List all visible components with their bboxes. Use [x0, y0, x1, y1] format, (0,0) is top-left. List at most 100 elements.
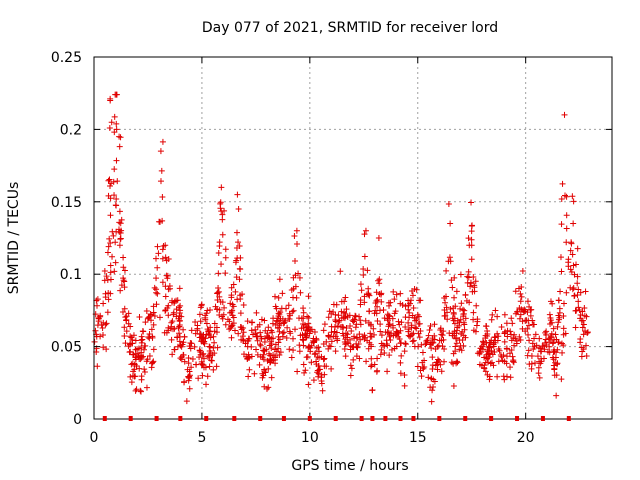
data-point — [425, 332, 432, 339]
data-point — [150, 309, 157, 316]
data-point — [368, 362, 375, 369]
data-point — [449, 332, 456, 339]
data-point — [304, 313, 311, 320]
data-point — [273, 305, 280, 312]
data-point — [292, 258, 299, 265]
data-point — [483, 323, 490, 330]
data-point — [113, 196, 120, 202]
data-point — [121, 333, 128, 340]
baseline-marker — [359, 416, 364, 421]
data-point — [481, 362, 488, 369]
data-point — [218, 261, 225, 268]
data-point — [107, 240, 114, 247]
data-point — [334, 323, 341, 330]
data-point — [210, 366, 217, 373]
data-point — [482, 334, 489, 341]
data-point — [145, 334, 152, 341]
data-point — [549, 300, 556, 307]
data-point — [290, 335, 297, 342]
data-point — [362, 334, 369, 341]
data-point — [122, 340, 129, 347]
baseline-markers — [102, 416, 571, 421]
data-point — [542, 339, 549, 346]
data-point — [234, 191, 241, 198]
data-point — [381, 315, 388, 322]
data-point — [378, 291, 385, 298]
data-point — [538, 355, 545, 362]
data-point — [239, 336, 246, 343]
data-point — [161, 329, 168, 336]
data-point — [311, 351, 318, 358]
data-point — [555, 319, 562, 326]
data-point — [275, 345, 282, 352]
x-tick-label: 10 — [301, 430, 319, 446]
data-point — [572, 307, 579, 314]
data-point — [568, 269, 575, 276]
data-point — [441, 294, 448, 301]
data-point — [390, 288, 397, 295]
data-point — [484, 347, 491, 354]
data-point — [222, 270, 229, 277]
data-point — [139, 328, 146, 335]
data-point — [577, 312, 584, 319]
data-point — [555, 297, 562, 304]
data-point — [461, 307, 468, 314]
data-point — [406, 314, 413, 321]
data-point — [127, 348, 134, 355]
data-point — [111, 268, 118, 275]
data-point — [357, 336, 364, 343]
data-point — [448, 359, 455, 366]
data-point — [378, 298, 385, 305]
data-point — [236, 265, 243, 272]
data-point — [186, 375, 193, 382]
data-point — [128, 361, 135, 368]
data-point — [228, 323, 235, 330]
x-axis-ticks: 0 5 10 15 20 — [90, 57, 535, 446]
data-point — [361, 253, 368, 260]
data-point — [211, 328, 218, 335]
data-point — [159, 138, 166, 145]
data-point — [186, 372, 193, 379]
data-point — [165, 324, 172, 331]
data-point — [446, 254, 453, 261]
data-point — [456, 337, 463, 344]
data-point — [567, 284, 574, 291]
data-point — [456, 322, 463, 329]
data-point — [570, 198, 577, 205]
data-point — [230, 320, 237, 327]
data-point — [142, 342, 149, 349]
data-point — [153, 289, 160, 296]
data-point — [517, 311, 524, 318]
baseline-marker — [566, 416, 571, 421]
data-point — [457, 342, 464, 349]
data-point — [519, 318, 526, 325]
data-point — [171, 346, 178, 353]
data-point — [537, 345, 544, 352]
data-point — [381, 350, 388, 357]
data-point — [122, 314, 129, 321]
data-point — [300, 324, 307, 331]
data-point — [112, 239, 119, 246]
baseline-marker — [370, 416, 375, 421]
data-point — [517, 298, 524, 305]
data-point — [353, 343, 360, 350]
data-point — [342, 353, 349, 360]
baseline-marker — [232, 416, 237, 421]
data-point — [560, 312, 567, 319]
data-point — [353, 334, 360, 341]
data-point — [351, 317, 358, 324]
data-point — [486, 339, 493, 346]
data-point — [185, 355, 192, 362]
data-point — [533, 342, 540, 349]
data-point — [468, 236, 475, 243]
data-point — [268, 357, 275, 364]
data-point — [580, 346, 587, 353]
data-point — [116, 143, 123, 150]
data-point — [434, 366, 441, 373]
x-axis-label: GPS time / hours — [291, 458, 408, 474]
data-point — [176, 330, 183, 337]
data-point — [506, 350, 513, 357]
data-point — [235, 330, 242, 337]
data-point — [401, 372, 408, 379]
data-point — [508, 315, 515, 322]
